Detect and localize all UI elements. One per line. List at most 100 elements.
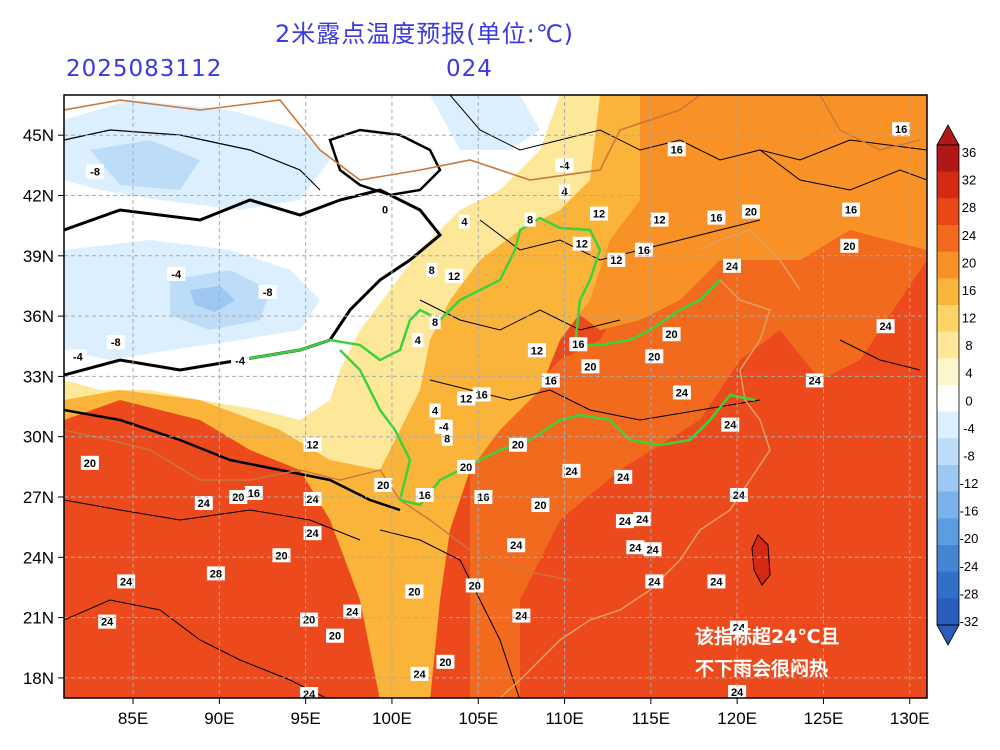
contour-label: 8 <box>441 431 453 446</box>
lon-tick-label: 95E <box>291 709 321 728</box>
contour-label-text: 12 <box>593 209 605 221</box>
contour-label-bg <box>531 498 550 513</box>
contour-label-bg <box>541 373 560 388</box>
contour-label-text: 24 <box>413 669 426 681</box>
contour-label-bg <box>300 612 319 627</box>
contour-label: 20 <box>436 654 455 669</box>
contour-label-bg <box>607 252 626 267</box>
contour-label-text: 20 <box>329 631 341 643</box>
lon-tick-label: 120E <box>717 709 757 728</box>
colorbar-swatch <box>937 225 959 253</box>
axis-labels: 85E 90E 95E 100E 105E 110E 115E 120E 125E 130E 45N… <box>23 126 930 728</box>
colorbar-label: 28 <box>962 200 976 215</box>
init-time: 2025083112 <box>66 56 223 82</box>
lon-tick-label: 125E <box>804 709 844 728</box>
colorbar-label: 4 <box>965 366 972 381</box>
contour-label-bg <box>876 319 895 334</box>
contour-8 <box>419 299 621 331</box>
contour-label-bg <box>650 212 669 227</box>
contour-label: 20 <box>325 628 344 643</box>
colorbar-swatch <box>937 518 959 546</box>
contour-label: 8 <box>524 212 536 227</box>
contour-label-text: 8 <box>444 434 450 446</box>
contour-label-text: 20 <box>843 241 855 253</box>
contour-label-text: 24 <box>198 498 211 510</box>
border-northeast <box>819 95 921 151</box>
contour-label: -4 <box>231 353 250 368</box>
contour-label-text: 24 <box>510 540 523 552</box>
contour-labels: -4-8-8-8-4-4-4-4044448888121212121212121… <box>68 122 911 698</box>
contour-label-bg <box>231 353 250 368</box>
coldest-patch-fill <box>190 286 235 312</box>
contour-label: 20 <box>508 437 527 452</box>
contour-label-text: 24 <box>676 387 689 399</box>
contour-label: 16 <box>474 490 493 504</box>
contour-label-bg <box>244 485 263 500</box>
contour-label: 24 <box>303 492 322 507</box>
colorbar-label: -12 <box>960 476 979 491</box>
contour-label-text: 24 <box>636 514 649 526</box>
colorbar-swatch <box>937 358 959 386</box>
colorbar-swatch <box>937 465 959 493</box>
colorbar-label: -20 <box>960 531 979 546</box>
contour-label: 24 <box>729 620 748 635</box>
lon-tick-label: 85E <box>118 709 148 728</box>
contour-label-text: 24 <box>648 576 661 588</box>
contour-label-text: 20 <box>648 351 660 363</box>
lon-tick-label: 100E <box>372 709 412 728</box>
contour-label-text: 16 <box>248 488 260 500</box>
contour-label-text: 4 <box>415 335 422 347</box>
contour-label-text: 24 <box>726 261 739 273</box>
contour-label: -8 <box>258 284 277 299</box>
contour-label: 20 <box>662 327 681 342</box>
contour-label-bg <box>512 608 531 623</box>
colorbar-label: 36 <box>962 145 976 160</box>
contour-label-text: 20 <box>512 440 524 452</box>
colorbar-label: 24 <box>962 228 976 243</box>
contour-label: 20 <box>374 477 393 492</box>
colorbar-label: 8 <box>965 338 972 353</box>
contour-label-text: 16 <box>419 490 431 502</box>
contour-label-bg <box>707 210 726 225</box>
lat-tick-label: 42N <box>23 187 54 206</box>
border-north <box>64 95 701 181</box>
contour-label-text: 24 <box>565 466 578 478</box>
colorbar-swatch <box>937 305 959 333</box>
contour-label: 24 <box>633 512 652 527</box>
contour-label-bg <box>206 566 225 581</box>
contour-label-bg <box>426 262 438 277</box>
contour-label: 24 <box>117 574 136 589</box>
note-line-1: 该指标超24℃且 <box>695 625 839 648</box>
lead-time: 024 <box>446 56 493 82</box>
contour-label: 16 <box>244 485 263 500</box>
contour-label-text: 4 <box>461 217 468 229</box>
border-south <box>64 429 571 581</box>
contour-label-bg <box>842 202 861 217</box>
contour-label-text: 24 <box>120 576 133 588</box>
dewpoint-map-area <box>64 95 927 698</box>
lon-tick-label: 90E <box>204 709 234 728</box>
contour-label: 20 <box>741 204 760 219</box>
contour-label-bg <box>524 212 536 227</box>
contour-label-bg <box>86 164 105 179</box>
contour-label: 24 <box>721 417 740 432</box>
contour-label-bg <box>436 654 455 669</box>
contour-label: 20 <box>465 578 484 593</box>
contour-label: 24 <box>343 604 362 619</box>
colorbar-frame <box>936 144 960 626</box>
contour-label-text: 24 <box>101 617 114 629</box>
contour-label-bg <box>343 604 362 619</box>
contour-label-text: 16 <box>476 389 488 401</box>
contour-label-bg <box>303 492 322 507</box>
contour-label-text: 16 <box>710 213 722 225</box>
contour-label-text: 20 <box>665 329 677 341</box>
colorbar-swatch <box>937 198 959 226</box>
contour-label: 16 <box>634 242 653 257</box>
lat-tick-label: 24N <box>23 548 54 567</box>
contour-label-bg <box>645 349 664 364</box>
contour-label-bg <box>562 463 581 478</box>
lat-tick-label: 21N <box>23 609 54 628</box>
colorbar-swatch <box>937 331 959 359</box>
contour-label-bg <box>662 327 681 342</box>
contour-label-bg <box>303 437 322 452</box>
